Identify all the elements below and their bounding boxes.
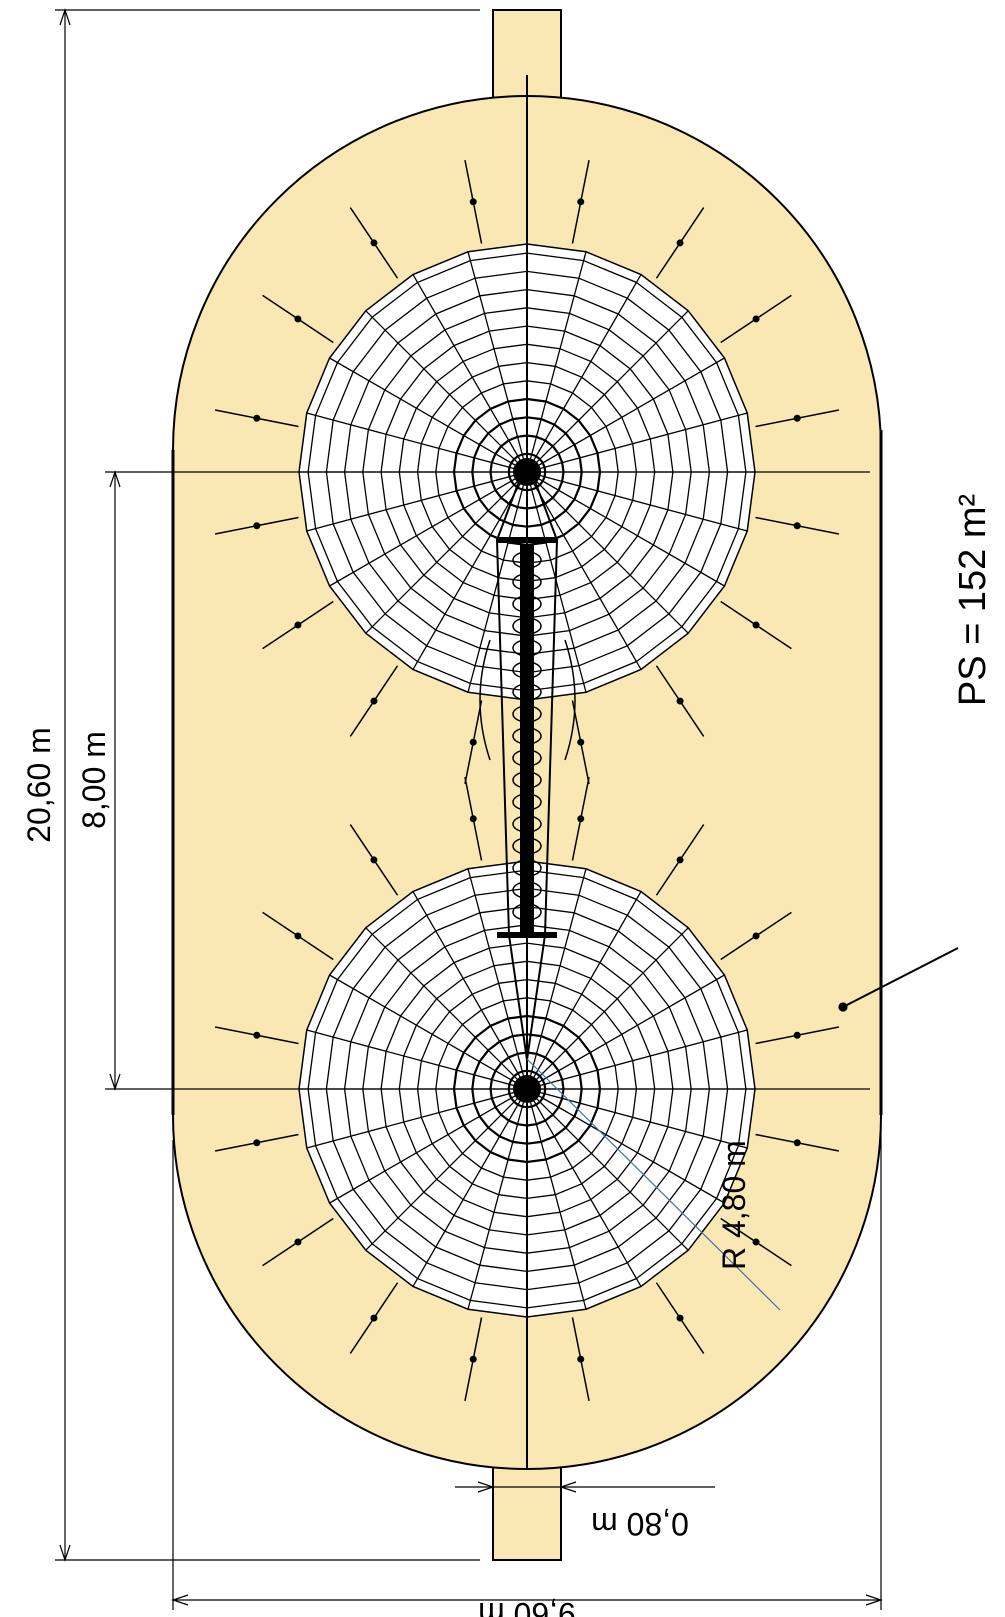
overall-length-label: 20,60 m bbox=[21, 727, 57, 843]
center-spacing-label: 8,00 m bbox=[76, 731, 112, 829]
area-label: PS = 152 m² bbox=[952, 494, 994, 706]
dimension-labels: 20,60 m 8,00 m R 4,80 m 0,80 m 9,60 m PS… bbox=[21, 494, 994, 1617]
dimension-lines bbox=[55, 8, 959, 1610]
central-connector bbox=[479, 75, 576, 1470]
radius-label: R 4,80 m bbox=[716, 1140, 752, 1270]
tab-width-label: 0,80 m bbox=[591, 1506, 689, 1542]
overall-width-label: 9,60 m bbox=[478, 1596, 576, 1617]
